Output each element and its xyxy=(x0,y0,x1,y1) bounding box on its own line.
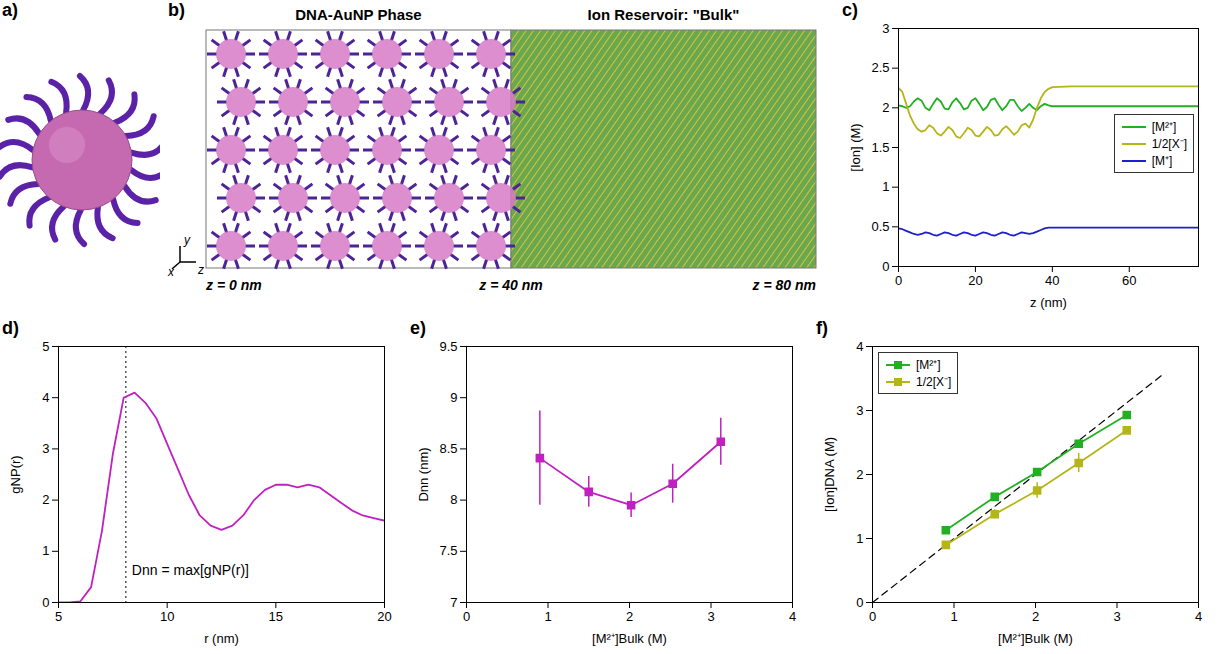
svg-text:z = 0 nm: z = 0 nm xyxy=(205,277,262,293)
svg-text:r (nm): r (nm) xyxy=(204,631,239,646)
svg-text:2: 2 xyxy=(1032,609,1039,624)
svg-text:3: 3 xyxy=(42,441,49,456)
html-text:e): e) xyxy=(410,318,426,338)
svg-text:[M²⁺]Bulk (M): [M²⁺]Bulk (M) xyxy=(592,631,667,646)
html-text:[M²⁺]: [M²⁺] xyxy=(1151,120,1177,134)
svg-text:0: 0 xyxy=(895,273,902,288)
svg-text:Ion Reservoir: "Bulk": Ion Reservoir: "Bulk" xyxy=(588,6,740,23)
svg-text:8.5: 8.5 xyxy=(439,441,457,456)
html-text:c): c) xyxy=(842,0,858,20)
svg-text:7: 7 xyxy=(450,595,457,610)
html-text:[M⁺]: [M⁺] xyxy=(1151,154,1173,168)
svg-text:4: 4 xyxy=(42,390,49,405)
svg-text:gNP(r): gNP(r) xyxy=(8,455,23,493)
svg-text:2: 2 xyxy=(626,609,633,624)
svg-text:10: 10 xyxy=(160,609,174,624)
svg-text:4: 4 xyxy=(856,339,863,354)
svg-text:3: 3 xyxy=(882,21,889,36)
html-text:a): a) xyxy=(2,0,18,20)
svg-text:[Ion]DNA (M): [Ion]DNA (M) xyxy=(822,437,837,512)
svg-text:15: 15 xyxy=(269,609,283,624)
html-text:[M²⁺]: [M²⁺] xyxy=(916,358,941,372)
svg-text:2: 2 xyxy=(882,100,889,115)
html-text:1/2[X⁻]: 1/2[X⁻] xyxy=(916,375,952,389)
svg-text:40: 40 xyxy=(1045,273,1059,288)
svg-text:0.5: 0.5 xyxy=(871,219,889,234)
svg-text:60: 60 xyxy=(1122,273,1136,288)
svg-text:8: 8 xyxy=(450,492,457,507)
svg-text:3: 3 xyxy=(707,609,714,624)
svg-text:[Ion] (M): [Ion] (M) xyxy=(848,123,863,171)
svg-text:2: 2 xyxy=(42,492,49,507)
svg-text:0: 0 xyxy=(856,595,863,610)
svg-text:0: 0 xyxy=(42,595,49,610)
html-text:f): f) xyxy=(816,318,828,338)
svg-text:x: x xyxy=(167,265,175,279)
svg-text:0: 0 xyxy=(463,609,470,624)
svg-text:9: 9 xyxy=(450,390,457,405)
svg-text:Dnn = max[gNP(r)]: Dnn = max[gNP(r)] xyxy=(132,562,249,578)
svg-text:7.5: 7.5 xyxy=(439,543,457,558)
svg-text:4: 4 xyxy=(1195,609,1202,624)
svg-text:3: 3 xyxy=(1113,609,1120,624)
svg-text:z = 40 nm: z = 40 nm xyxy=(478,277,542,293)
html-text:d): d) xyxy=(2,318,19,338)
svg-text:3: 3 xyxy=(856,403,863,418)
svg-text:0: 0 xyxy=(882,259,889,274)
svg-text:2: 2 xyxy=(856,467,863,482)
svg-text:1: 1 xyxy=(42,543,49,558)
svg-text:0: 0 xyxy=(869,609,876,624)
svg-text:1: 1 xyxy=(882,179,889,194)
svg-text:z = 80 nm: z = 80 nm xyxy=(752,277,816,293)
svg-text:20: 20 xyxy=(377,609,391,624)
svg-text:z (nm): z (nm) xyxy=(1030,295,1067,310)
svg-text:4: 4 xyxy=(789,609,796,624)
svg-text:5: 5 xyxy=(55,609,62,624)
html-text:b): b) xyxy=(168,0,185,20)
svg-text:2.5: 2.5 xyxy=(871,60,889,75)
svg-text:Dnn (nm): Dnn (nm) xyxy=(416,447,431,501)
html-text:1/2[X⁻]: 1/2[X⁻] xyxy=(1151,137,1187,151)
svg-text:1.5: 1.5 xyxy=(871,140,889,155)
svg-text:5: 5 xyxy=(42,339,49,354)
svg-text:z: z xyxy=(197,263,204,277)
svg-text:20: 20 xyxy=(968,273,982,288)
svg-text:1: 1 xyxy=(544,609,551,624)
svg-text:[M²⁺]Bulk (M): [M²⁺]Bulk (M) xyxy=(998,631,1073,646)
svg-text:DNA-AuNP Phase: DNA-AuNP Phase xyxy=(295,6,421,23)
svg-text:y: y xyxy=(183,233,191,247)
svg-text:9.5: 9.5 xyxy=(439,339,457,354)
svg-text:1: 1 xyxy=(856,531,863,546)
svg-text:1: 1 xyxy=(950,609,957,624)
